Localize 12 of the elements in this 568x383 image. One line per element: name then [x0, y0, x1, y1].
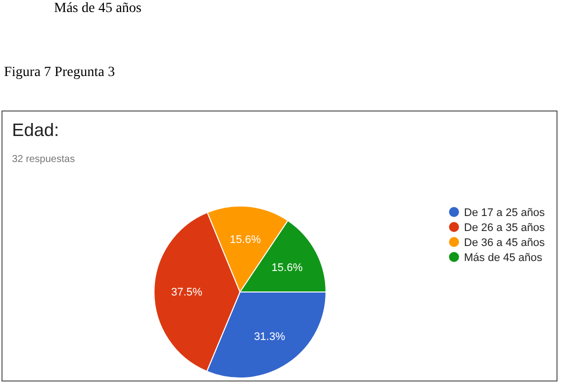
data-label: 15.6%: [230, 234, 262, 246]
data-label: 31.3%: [254, 331, 286, 344]
data-label: 37.5%: [171, 286, 202, 299]
data-label: 15.6%: [271, 262, 303, 274]
text: Más de 45 años: [54, 1, 142, 16]
chart-title: Edad:: [12, 120, 60, 140]
legend-label: De 17 a 25 años: [464, 206, 546, 219]
legend-label: De 36 a 45 años: [464, 236, 546, 249]
text: Figura 7 Pregunta 3: [4, 65, 115, 80]
legend-label: Más de 45 años: [464, 252, 543, 264]
text: 32 respuestas: [12, 154, 75, 165]
legend-label: De 26 a 35 años: [464, 222, 546, 234]
